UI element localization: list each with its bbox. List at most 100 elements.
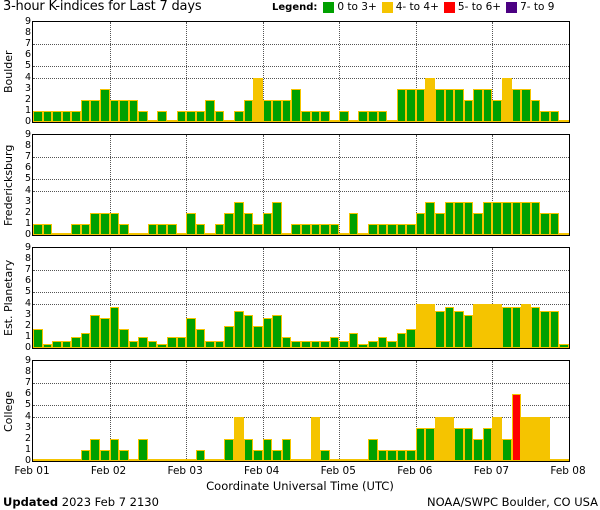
- bar: [128, 233, 139, 235]
- bar: [109, 99, 120, 122]
- page-title: 3-hour K-indices for Last 7 days: [3, 0, 202, 14]
- bar: [205, 99, 215, 122]
- bar: [61, 340, 72, 348]
- x-tick-feb-01: Feb 01: [14, 465, 50, 477]
- bar: [195, 449, 206, 461]
- bar: [61, 233, 72, 235]
- bar: [272, 99, 282, 122]
- bar: [80, 333, 91, 348]
- bar: [530, 307, 541, 348]
- bar: [61, 110, 72, 122]
- bar: [33, 110, 43, 122]
- bar: [52, 459, 62, 461]
- bar: [329, 223, 340, 235]
- y-axis-label-est-planetary: Est. Planetary: [2, 259, 15, 337]
- bar: [109, 438, 120, 461]
- bar: [109, 212, 120, 235]
- chart-panel-boulder: [32, 21, 570, 123]
- y-tick-7: 7: [24, 264, 31, 276]
- y-tick-0: 0: [24, 229, 31, 240]
- bar: [559, 344, 569, 348]
- bar: [521, 416, 531, 461]
- bar: [291, 459, 301, 461]
- bar: [387, 120, 397, 122]
- bar: [339, 110, 349, 122]
- bar: [396, 449, 407, 461]
- y-tick-2: 2: [24, 206, 31, 218]
- y-tick-0: 0: [24, 116, 31, 127]
- legend-swatch-red: [443, 1, 455, 13]
- bar: [473, 212, 483, 235]
- y-tick-4: 4: [24, 71, 31, 83]
- bar: [482, 427, 493, 461]
- bar: [281, 438, 292, 461]
- bar: [224, 120, 234, 122]
- bar: [339, 340, 349, 348]
- bar: [435, 311, 445, 348]
- bar: [425, 427, 435, 461]
- bar: [147, 223, 158, 235]
- bar: [425, 201, 435, 235]
- bar: [348, 212, 359, 235]
- y-tick-8: 8: [24, 253, 31, 265]
- bar: [262, 212, 273, 235]
- bar: [33, 223, 43, 235]
- bar: [71, 110, 81, 122]
- legend: Legend: 0 to 3+ 4- to 4+ 5- to 6+ 7- to 9: [272, 1, 557, 13]
- bar: [147, 120, 158, 122]
- bar: [463, 99, 474, 122]
- bar: [42, 223, 53, 235]
- bar: [549, 110, 560, 122]
- bar-series: [33, 248, 569, 348]
- bar: [147, 340, 158, 348]
- bar: [329, 459, 340, 461]
- bar: [387, 340, 397, 348]
- bar: [138, 110, 148, 122]
- legend-text-yellow: 4- to 4+: [395, 1, 439, 13]
- bar: [540, 416, 550, 461]
- bar: [119, 449, 129, 461]
- bar: [90, 99, 100, 122]
- bar: [176, 336, 187, 348]
- bar: [549, 459, 560, 461]
- bar: [521, 303, 531, 348]
- bar: [71, 459, 81, 461]
- bar: [128, 459, 139, 461]
- bar: [138, 438, 148, 461]
- bar: [33, 329, 43, 348]
- bar: [167, 459, 177, 461]
- bar: [463, 314, 474, 348]
- bar: [492, 201, 502, 235]
- y-tick-3: 3: [24, 195, 31, 207]
- bar: [52, 110, 62, 122]
- bar: [33, 459, 43, 461]
- y-tick-9: 9: [24, 16, 31, 27]
- bar: [473, 303, 483, 348]
- bar: [348, 333, 359, 348]
- bar: [90, 438, 100, 461]
- y-tick-8: 8: [24, 27, 31, 39]
- bar: [540, 212, 550, 235]
- bar: [291, 340, 301, 348]
- bar: [167, 120, 177, 122]
- x-tick-feb-03: Feb 03: [167, 465, 203, 477]
- bar: [100, 88, 110, 122]
- bar: [281, 336, 292, 348]
- y-tick-1: 1: [24, 217, 31, 229]
- bar: [272, 449, 282, 461]
- bar: [368, 438, 378, 461]
- bar: [234, 110, 244, 122]
- legend-text-red: 5- to 6+: [457, 1, 502, 13]
- bar: [348, 120, 359, 122]
- y-axis-label-fredericksburg: Fredericksburg: [2, 144, 15, 226]
- y-tick-2: 2: [24, 432, 31, 444]
- bar: [396, 333, 407, 348]
- bar: [320, 110, 330, 122]
- y-tick-1: 1: [24, 104, 31, 116]
- y-tick-0: 0: [24, 342, 31, 353]
- bar: [100, 318, 110, 348]
- bar: [109, 307, 120, 348]
- bar: [80, 223, 91, 235]
- y-tick-5: 5: [24, 173, 31, 185]
- bar: [482, 88, 493, 122]
